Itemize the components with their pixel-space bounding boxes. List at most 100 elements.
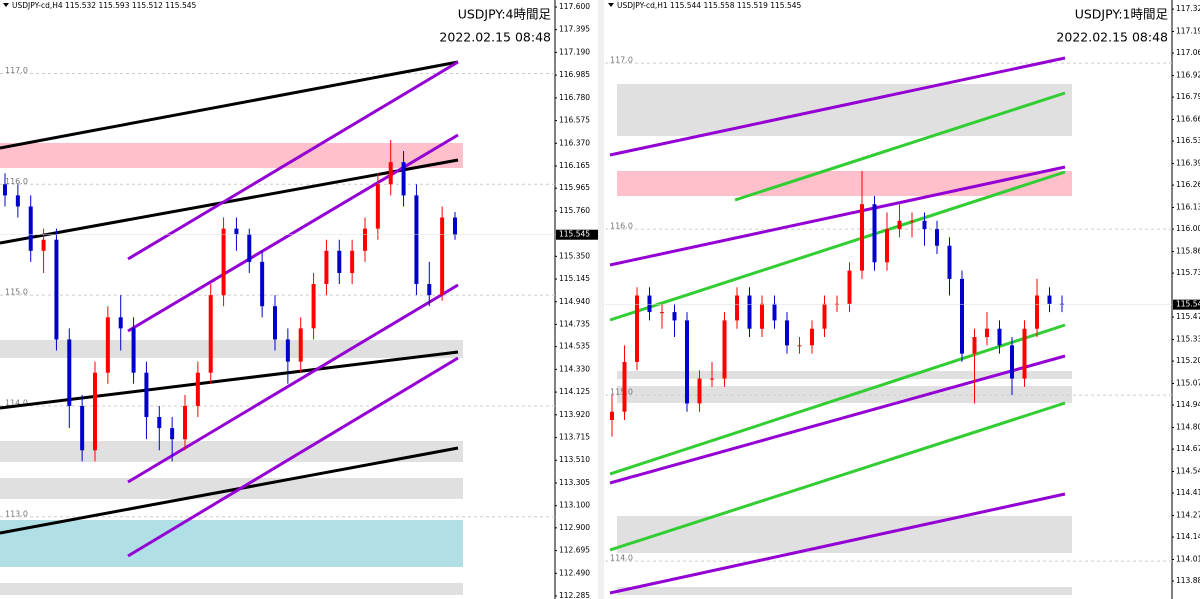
level-label: 116.0 <box>5 177 28 186</box>
candle-body <box>635 295 639 362</box>
y-tick-label: 113.715 <box>559 433 590 442</box>
header-icon <box>3 3 9 7</box>
candle-body <box>885 229 889 263</box>
candle-body <box>131 328 136 373</box>
chart-title: USDJPY:1時間足 <box>1075 7 1169 22</box>
y-tick-label: 115.965 <box>559 183 590 192</box>
zone <box>0 520 463 567</box>
candle-body <box>935 229 939 246</box>
y-tick-label: 114.410 <box>1176 488 1200 497</box>
candle-body <box>324 250 329 285</box>
y-tick-label: 116.985 <box>559 70 590 79</box>
candle-body <box>170 428 175 440</box>
y-tick-label: 116.780 <box>559 93 590 102</box>
y-tick-label: 114.330 <box>559 364 590 373</box>
y-tick-label: 115.145 <box>559 274 590 283</box>
level-label: 114.0 <box>610 554 633 563</box>
y-tick-label: 114.735 <box>559 319 590 328</box>
chart-header: USDJPY-cd,H4 115.532 115.593 115.512 115… <box>12 1 196 10</box>
y-tick-label: 114.275 <box>1176 510 1200 519</box>
y-tick-label: 116.660 <box>1176 115 1200 124</box>
trend-line <box>609 354 1066 485</box>
panel-separator <box>598 0 604 599</box>
level-label: 117.0 <box>5 66 28 75</box>
y-tick-label: 117.190 <box>1176 27 1200 36</box>
price-box <box>1173 299 1200 310</box>
candle-body <box>785 320 789 346</box>
zone <box>617 587 1072 595</box>
y-tick-label: 114.010 <box>1176 554 1200 563</box>
candle-body <box>1060 303 1064 305</box>
y-tick-label: 117.600 <box>559 2 590 11</box>
level-label: 114.0 <box>5 398 28 407</box>
y-tick-label: 114.675 <box>1176 444 1200 453</box>
candle-body <box>1047 295 1052 304</box>
candle-body <box>860 204 864 271</box>
candle-body <box>375 184 380 229</box>
y-tick-label: 116.530 <box>1176 136 1200 145</box>
chart-title: USDJPY:4時間足 <box>458 7 552 22</box>
trend-line <box>0 350 459 410</box>
candle-body <box>54 239 59 340</box>
candle-body <box>144 372 149 418</box>
zone <box>617 516 1072 553</box>
candle-body <box>697 378 702 404</box>
y-tick-label: 113.920 <box>559 410 590 419</box>
level-label: 117.0 <box>610 56 633 65</box>
zone <box>617 386 1072 403</box>
candle-body <box>93 372 97 451</box>
y-tick-label: 117.190 <box>559 47 590 56</box>
candle-body <box>15 195 20 207</box>
candle-body <box>897 220 902 230</box>
zone <box>617 371 1072 379</box>
candle-body <box>105 317 110 373</box>
y-tick-label: 112.490 <box>559 568 590 577</box>
y-tick-label: 114.805 <box>1176 423 1200 432</box>
trend-line <box>609 170 1066 322</box>
candle-body <box>234 228 239 235</box>
chart-subtitle: 2022.02.15 08:48 <box>439 30 551 45</box>
trend-line <box>0 446 459 535</box>
candle-body <box>208 295 213 373</box>
zone <box>0 441 463 462</box>
y-tick-label: 115.865 <box>1176 247 1200 256</box>
y-tick-label: 114.940 <box>1176 400 1200 409</box>
candle-body <box>960 278 964 354</box>
candle-body <box>285 339 290 362</box>
candle-body <box>1010 345 1014 379</box>
trend-line <box>127 283 459 484</box>
level-label: 115.0 <box>610 388 633 397</box>
candle-body <box>183 405 187 440</box>
candle-body <box>41 239 46 251</box>
candle-body <box>3 184 7 196</box>
candle-body <box>660 312 664 314</box>
y-tick-label: 116.575 <box>559 116 590 125</box>
candle-body <box>997 328 1002 346</box>
trend-line <box>127 60 459 261</box>
y-tick-label: 112.695 <box>559 546 590 555</box>
y-tick-label: 112.285 <box>559 591 590 599</box>
trend-line <box>609 323 1066 476</box>
price-label: 115.545 <box>1176 300 1200 309</box>
trend-line <box>609 492 1066 595</box>
candle-body <box>157 417 162 429</box>
trend-line <box>0 60 459 150</box>
axis-area <box>555 0 598 599</box>
candle-body <box>947 245 952 279</box>
candle-body <box>453 217 457 235</box>
candle-body <box>772 303 777 321</box>
y-tick-label: 116.395 <box>1176 159 1200 168</box>
y-tick-label: 114.535 <box>559 342 590 351</box>
y-tick-label: 115.350 <box>559 251 590 260</box>
y-tick-label: 117.060 <box>1176 48 1200 57</box>
candle-body <box>985 328 989 338</box>
y-tick-label: 115.335 <box>1176 335 1200 344</box>
candle-body <box>118 317 123 329</box>
y-tick-label: 115.470 <box>1176 312 1200 321</box>
header-icon <box>608 3 614 7</box>
candle-body <box>298 328 303 362</box>
axis-area <box>1172 0 1200 599</box>
candle-body <box>67 339 72 406</box>
candle-body <box>195 372 200 406</box>
